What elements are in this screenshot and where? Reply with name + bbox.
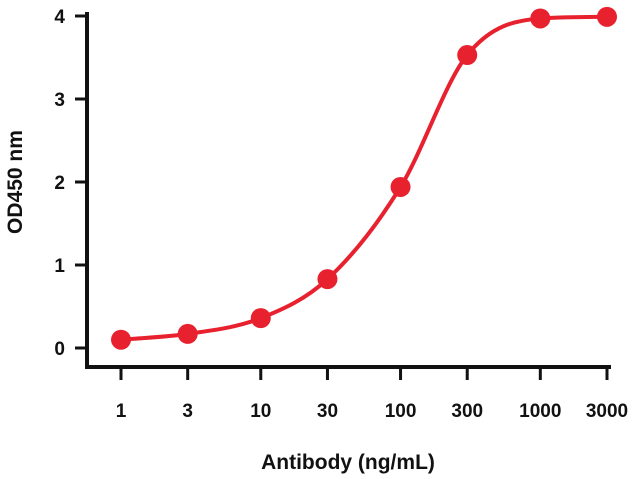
data-point bbox=[390, 176, 411, 197]
y-tick-label: 4 bbox=[54, 7, 65, 28]
x-tick-label: 3000 bbox=[586, 401, 628, 422]
x-tick-label: 1 bbox=[116, 401, 127, 422]
y-ticks: 0 1 2 3 4 bbox=[54, 7, 87, 360]
y-tick-label: 2 bbox=[54, 173, 65, 194]
x-tick-label: 30 bbox=[317, 401, 338, 422]
series-layer bbox=[111, 6, 617, 350]
data-point bbox=[317, 269, 338, 290]
series-line bbox=[119, 14, 609, 342]
x-ticks: 1 3 10 30 100 300 1000 3000 bbox=[116, 367, 628, 422]
x-tick-label: 1000 bbox=[519, 401, 561, 422]
data-point bbox=[177, 323, 198, 344]
y-axis-title: OD450 nm bbox=[4, 130, 27, 234]
data-point bbox=[530, 8, 551, 29]
x-axis-title: Antibody (ng/mL) bbox=[261, 451, 435, 474]
data-point bbox=[597, 6, 617, 27]
data-point bbox=[250, 308, 271, 329]
y-tick-label: 0 bbox=[54, 339, 65, 360]
x-tick-label: 10 bbox=[250, 401, 271, 422]
data-point bbox=[111, 329, 131, 350]
x-tick-label: 3 bbox=[182, 401, 193, 422]
y-tick-label: 1 bbox=[54, 256, 65, 277]
x-tick-label: 300 bbox=[451, 401, 483, 422]
x-tick-label: 100 bbox=[385, 401, 417, 422]
data-point bbox=[457, 45, 478, 66]
y-tick-label: 3 bbox=[54, 90, 65, 111]
axes bbox=[85, 12, 611, 369]
